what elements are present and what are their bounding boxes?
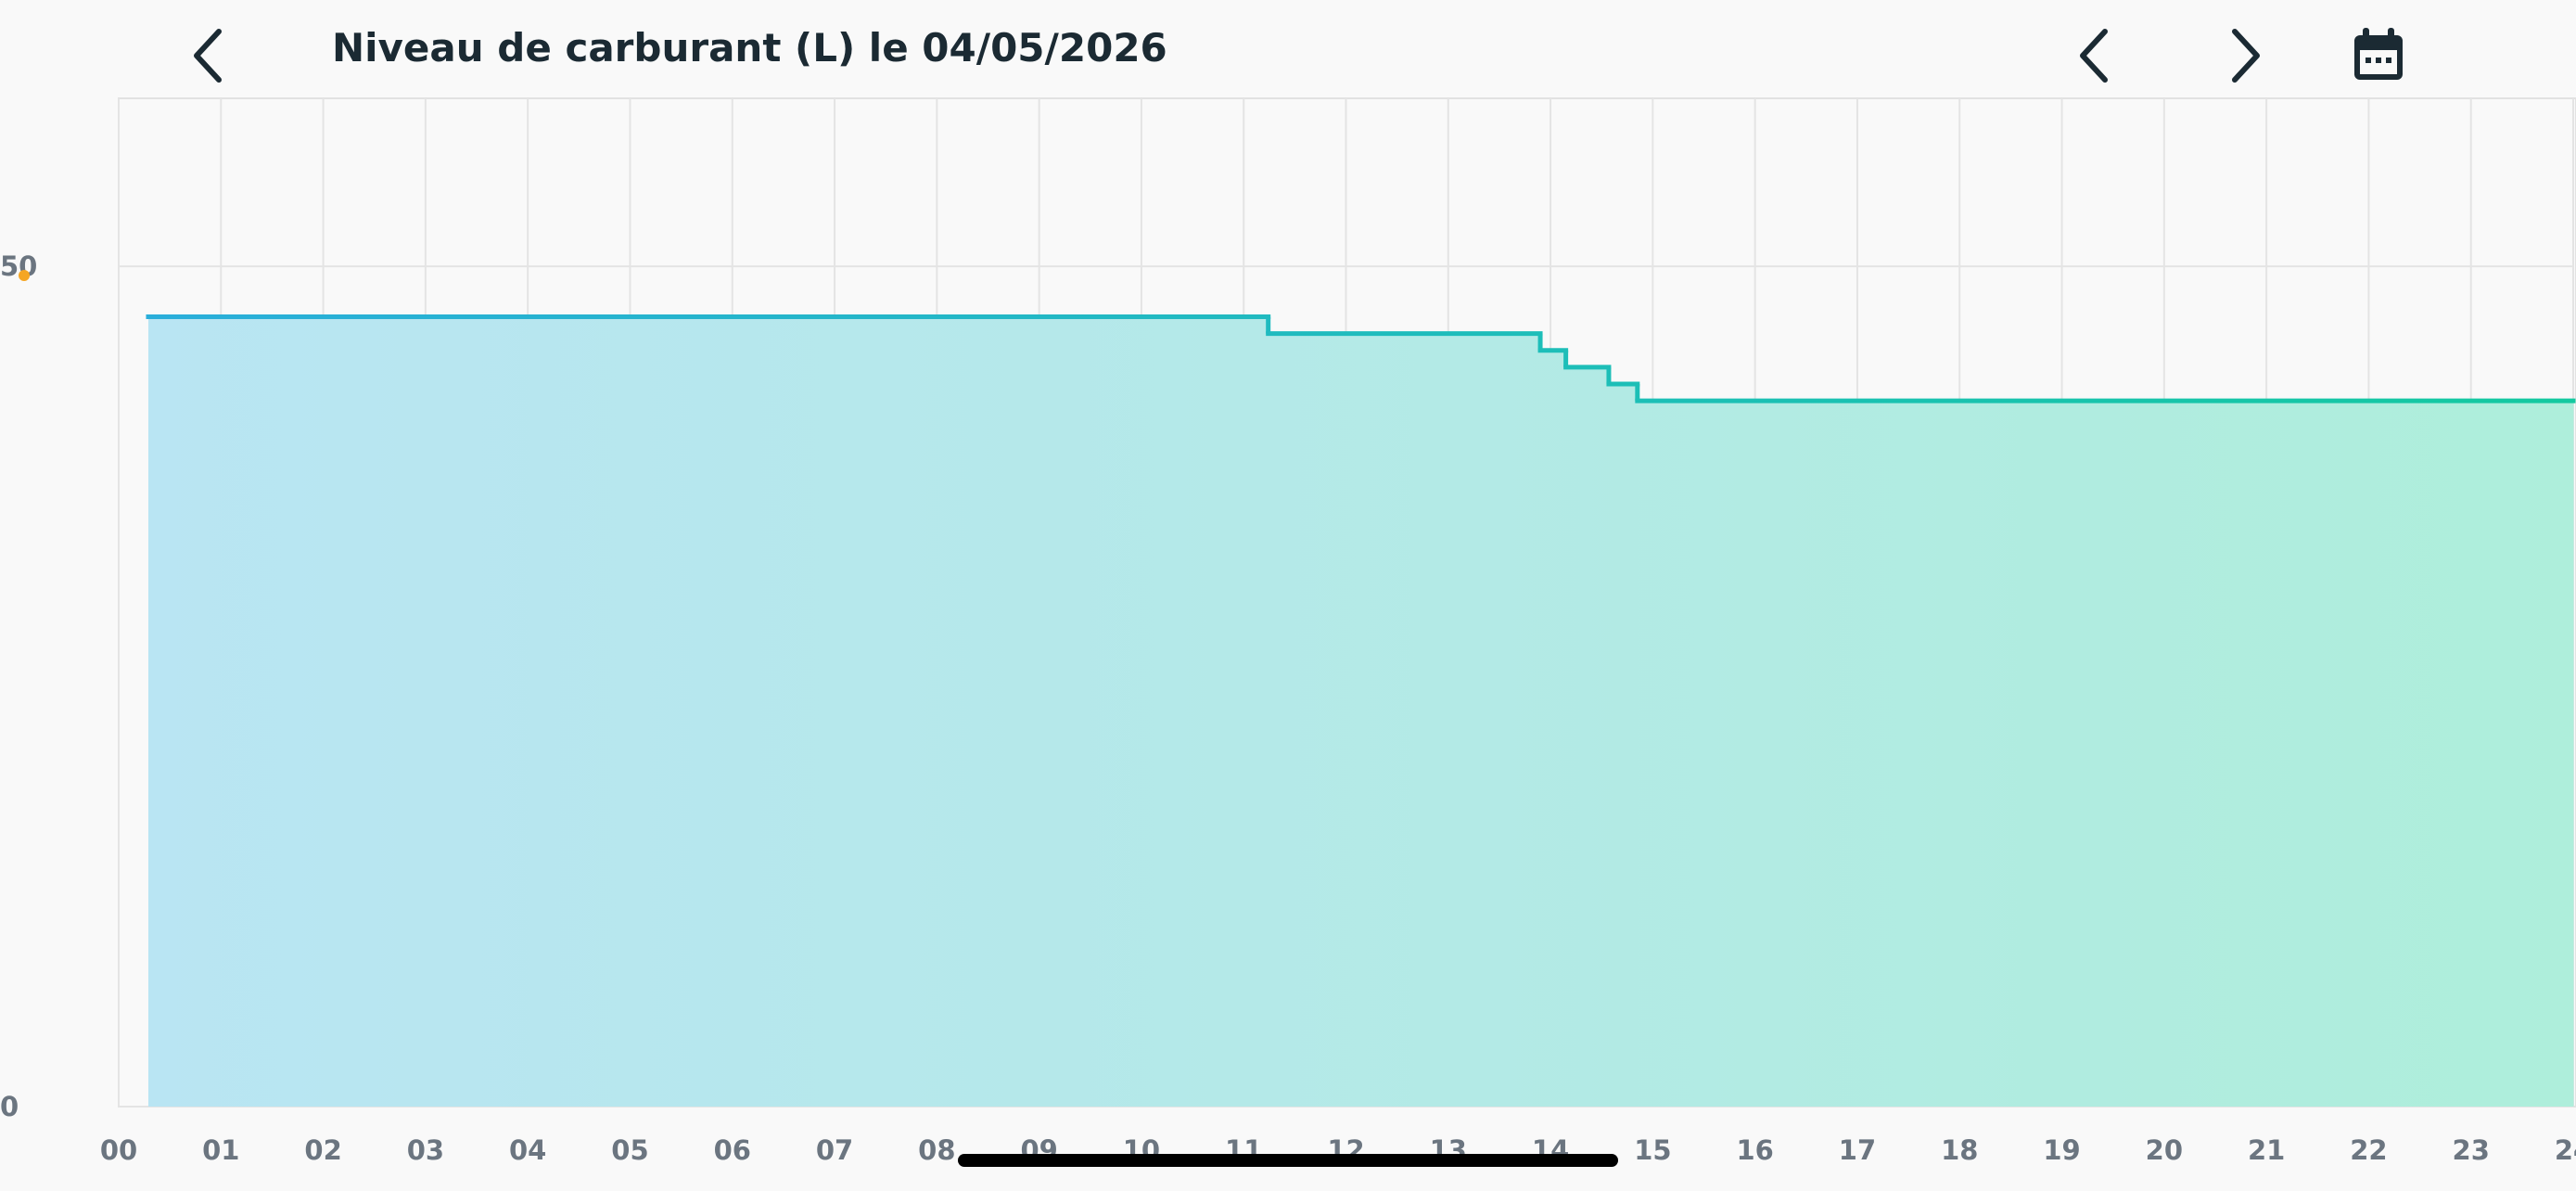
x-tick-label: 24 [2555,1134,2576,1166]
axis-marker [19,270,30,281]
x-tick-label: 03 [407,1134,444,1166]
x-tick-label: 06 [714,1134,751,1166]
y-tick-label: 50 [0,250,37,282]
area-fill [1565,366,1610,1107]
x-tick-label: 01 [202,1134,239,1166]
x-tick-label: 00 [100,1134,137,1166]
calendar-button[interactable] [2354,28,2403,80]
previous-day-button[interactable] [2080,29,2108,83]
area-fill [1540,350,1567,1107]
x-tick-label: 18 [1941,1134,1978,1166]
x-tick-label: 04 [509,1134,546,1166]
x-tick-label: 19 [2043,1134,2080,1166]
x-tick-label: 16 [1736,1134,1773,1166]
x-tick-label: 02 [304,1134,341,1166]
area-fill [1268,333,1541,1108]
area-fill [1608,383,1639,1107]
x-tick-label: 15 [1634,1134,1671,1166]
chart-title: Niveau de carburant (L) le 04/05/2026 [332,25,1167,70]
area-fill [147,316,1269,1107]
x-tick-label: 17 [1839,1134,1876,1166]
home-indicator [958,1154,1618,1167]
x-tick-label: 07 [816,1134,853,1166]
x-tick-label: 22 [2350,1134,2387,1166]
x-tick-label: 05 [611,1134,648,1166]
x-tick-label: 08 [918,1134,955,1166]
x-tick-label: 20 [2146,1134,2183,1166]
area-fill [1637,401,2574,1108]
back-button[interactable] [194,29,222,83]
y-tick-label: 0 [0,1091,19,1122]
next-day-button[interactable] [2232,29,2260,83]
x-tick-label: 23 [2453,1134,2490,1166]
x-tick-label: 21 [2248,1134,2285,1166]
